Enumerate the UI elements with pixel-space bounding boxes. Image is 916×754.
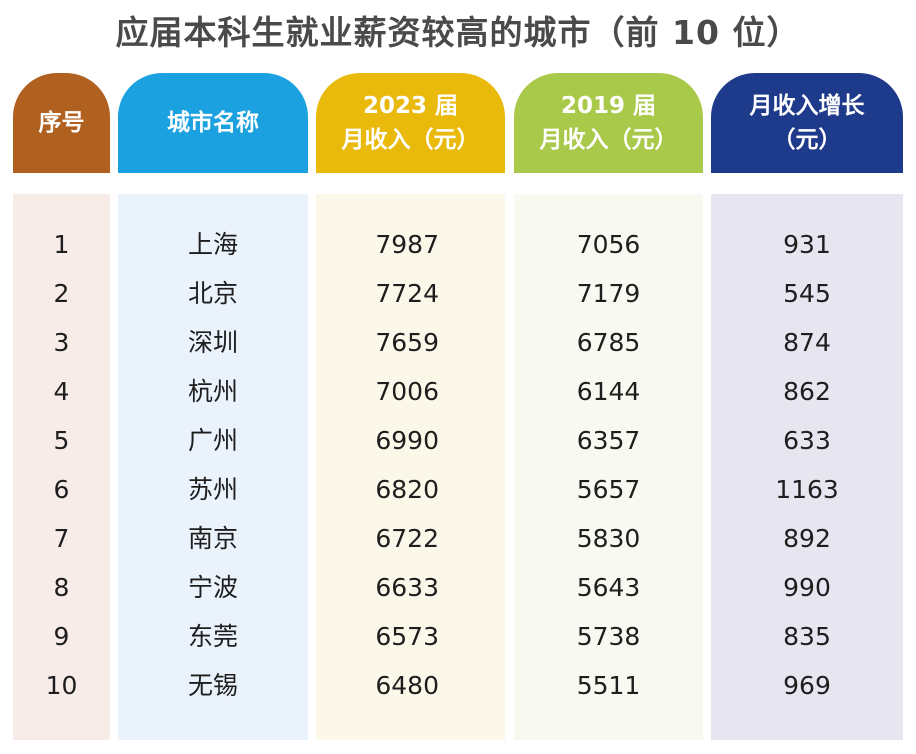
cell-city: 深圳: [187, 328, 238, 357]
cell-growth: 931: [783, 230, 831, 259]
cell-city: 北京: [187, 279, 238, 308]
cell-growth: 874: [783, 328, 831, 357]
cell-rank: 6: [53, 475, 70, 504]
cell-s2023: 6633: [375, 573, 439, 602]
cell-growth: 892: [783, 524, 831, 553]
column-body-s2019: 7056 7179 6785 6144 6357 5657 5830 5643 5738 5511: [514, 194, 703, 740]
cell-s2023: 7659: [375, 328, 439, 357]
cell-city: 南京: [187, 524, 238, 553]
cell-s2019: 7056: [576, 230, 641, 259]
cell-growth: 633: [783, 426, 831, 455]
cell-s2023: 7987: [375, 230, 439, 259]
cell-s2023: 6820: [375, 475, 439, 504]
cell-s2019: 5643: [576, 573, 641, 602]
cell-s2023: 6990: [375, 426, 439, 455]
cell-s2023: 6480: [375, 671, 439, 700]
page-title: 应届本科生就业薪资较高的城市（前 10 位）: [115, 13, 801, 52]
cell-city: 杭州: [187, 377, 238, 406]
cell-s2019: 7179: [576, 279, 641, 308]
column-header-s2019: 2019 届月收入（元）: [514, 73, 703, 173]
cell-s2019: 5738: [576, 622, 641, 651]
cell-growth: 862: [783, 377, 831, 406]
column-header-s2023: 2023 届月收入（元）: [316, 73, 505, 173]
column-header-city: 城市名称: [118, 73, 308, 173]
cell-city: 东莞: [187, 622, 238, 651]
header-line-2: （元）: [772, 127, 842, 153]
cell-rank: 10: [45, 671, 78, 700]
cell-s2019: 6357: [576, 426, 641, 455]
cell-rank: 4: [53, 377, 70, 406]
cell-growth: 1163: [775, 475, 839, 504]
column-header-rank: 序号: [13, 73, 110, 173]
cell-city: 宁波: [187, 573, 238, 602]
header-line-1: 2023 届: [362, 93, 459, 119]
cell-rank: 2: [53, 279, 70, 308]
cell-s2023: 7006: [375, 377, 439, 406]
cell-city: 广州: [187, 426, 238, 455]
header-line-1: 月收入增长: [749, 93, 865, 119]
column-header-growth: 月收入增长 （元）: [711, 73, 903, 173]
cell-rank: 5: [53, 426, 70, 455]
cell-s2019: 5830: [576, 524, 641, 553]
cell-city: 苏州: [187, 475, 238, 504]
cell-growth: 969: [783, 671, 831, 700]
cell-s2019: 6785: [576, 328, 641, 357]
cell-rank: 8: [53, 573, 70, 602]
cell-city: 上海: [187, 230, 238, 259]
header-line-1: 城市名称: [167, 110, 259, 136]
cell-city: 无锡: [187, 671, 238, 700]
cell-s2023: 7724: [375, 279, 439, 308]
cell-rank: 7: [53, 524, 70, 553]
cell-s2023: 6722: [375, 524, 439, 553]
cell-growth: 835: [783, 622, 831, 651]
column-body-growth: 931 545 874 862 633 1163 892 990 835 969: [711, 194, 903, 740]
cell-growth: 990: [783, 573, 831, 602]
cell-s2019: 6144: [576, 377, 641, 406]
column-body-s2023: 7987 7724 7659 7006 6990 6820 6722 6633 6573 6480: [316, 194, 505, 740]
header-line-2: 月收入（元）: [539, 127, 678, 153]
column-body-city: 上海北京深圳杭州广州苏州南京宁波东莞无锡: [118, 194, 308, 740]
cell-growth: 545: [783, 279, 831, 308]
cell-s2019: 5511: [576, 671, 641, 700]
column-body-rank: 1 2 3 4 5 6 7 8 9 10: [13, 194, 110, 740]
cell-s2019: 5657: [576, 475, 641, 504]
cell-rank: 3: [53, 328, 70, 357]
header-line-2: 月收入（元）: [341, 127, 480, 153]
cell-rank: 9: [53, 622, 70, 651]
cell-s2023: 6573: [375, 622, 439, 651]
header-line-1: 序号: [38, 110, 85, 136]
cell-rank: 1: [53, 230, 70, 259]
header-line-1: 2019 届: [560, 93, 657, 119]
